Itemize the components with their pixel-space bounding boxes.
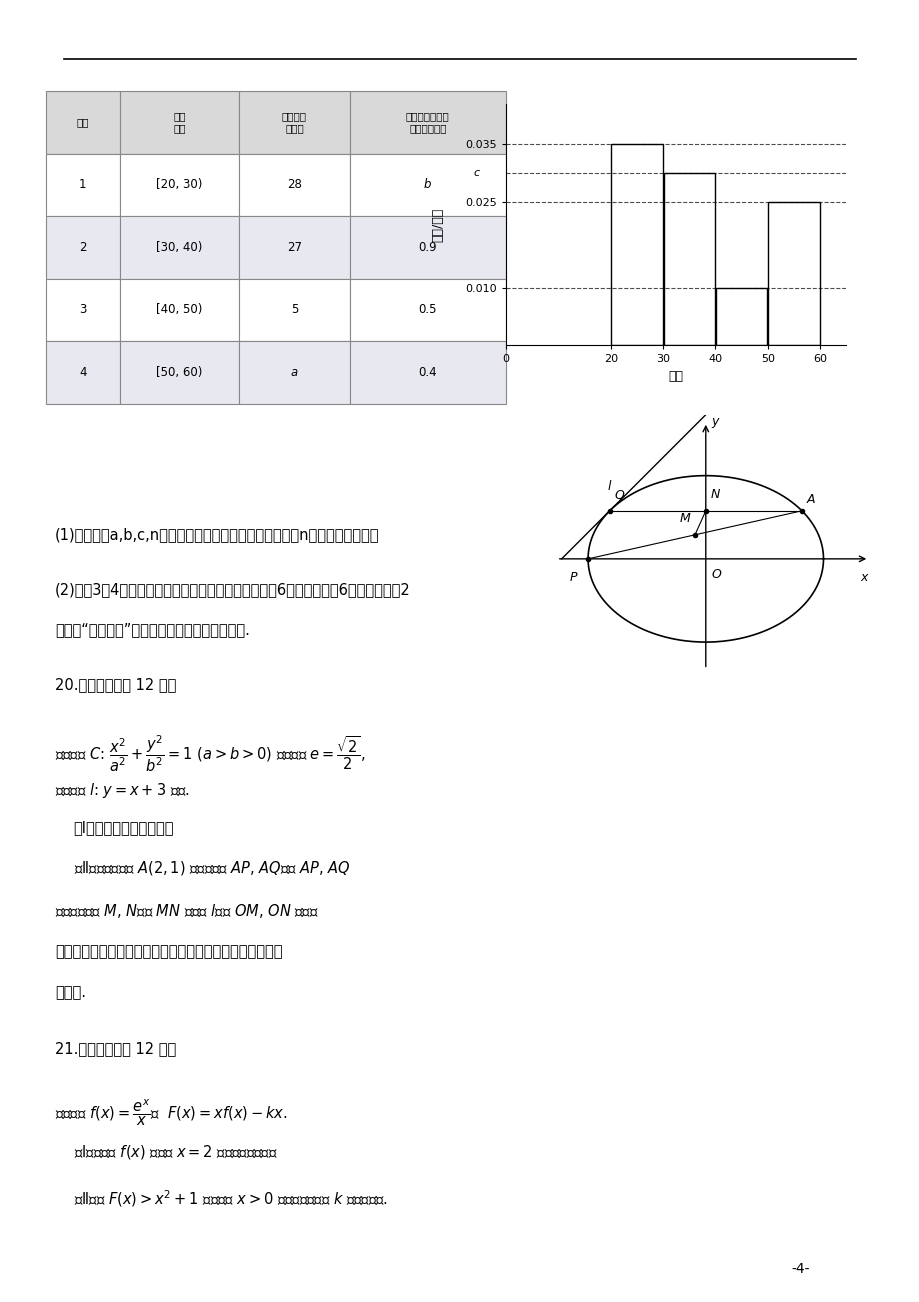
- Text: [30, 40): [30, 40): [156, 241, 202, 254]
- Bar: [610, 145, 662, 345]
- Bar: [239, 91, 349, 154]
- Bar: [663, 173, 714, 345]
- Bar: [349, 91, 505, 154]
- Text: (1)分别求出a,b,c,n的値；再根据频率分布直方图统计这n个人的平均年龄；: (1)分别求出a,b,c,n的値；再根据频率分布直方图统计这n个人的平均年龄；: [55, 527, 380, 543]
- Text: -4-: -4-: [790, 1263, 809, 1276]
- Bar: [46, 154, 119, 216]
- Text: 已知函数 $f(x)=\dfrac{e^x}{x}$，  $F(x)=xf(x)-kx$.: 已知函数 $f(x)=\dfrac{e^x}{x}$， $F(x)=xf(x)-…: [55, 1098, 288, 1128]
- Text: 且与直线 $l$: $y=x+3$ 相切.: 且与直线 $l$: $y=x+3$ 相切.: [55, 781, 190, 801]
- Bar: [349, 216, 505, 279]
- Text: 1: 1: [79, 178, 86, 191]
- Text: [40, 50): [40, 50): [156, 303, 202, 316]
- Bar: [239, 154, 349, 216]
- Bar: [46, 279, 119, 341]
- Text: 0.5: 0.5: [418, 303, 437, 316]
- Text: （Ⅰ）求椬圆的标准方程；: （Ⅰ）求椬圆的标准方程；: [74, 820, 174, 836]
- Text: 已知椭圆 $C$: $\dfrac{x^2}{a^2}+\dfrac{y^2}{b^2}=1$ $(a>b>0)$ 的离心率 $e=\dfrac{\sqrt{2: 已知椭圆 $C$: $\dfrac{x^2}{a^2}+\dfrac{y^2}{…: [55, 733, 366, 773]
- Text: 21.（本小题满分 12 分）: 21.（本小题满分 12 分）: [55, 1042, 176, 1057]
- Y-axis label: 频率/组距: 频率/组距: [431, 207, 444, 242]
- Text: 答对全卷的人数
占本组的概率: 答对全卷的人数 占本组的概率: [405, 111, 449, 134]
- Bar: [46, 216, 119, 279]
- Text: 3: 3: [79, 303, 86, 316]
- Text: b: b: [424, 178, 431, 191]
- Text: Q: Q: [614, 488, 624, 501]
- Bar: [239, 216, 349, 279]
- Text: （Ⅱ）过椭圆上点 $A(2,1)$ 作椭圆的弦 $AP$, $AQ$，若 $AP$, $AQ$: （Ⅱ）过椭圆上点 $A(2,1)$ 作椭圆的弦 $AP$, $AQ$，若 $AP…: [74, 859, 350, 878]
- Bar: [349, 154, 505, 216]
- Text: 和是否为定値？若是定値，请求出该定値；若不是定値请说: 和是否为定値？若是定値，请求出该定値；若不是定値请说: [55, 944, 282, 960]
- X-axis label: 年龄: 年龄: [668, 370, 683, 383]
- Text: l: l: [607, 480, 611, 493]
- Text: 0.9: 0.9: [418, 241, 437, 254]
- Text: 2: 2: [79, 241, 86, 254]
- Text: 明理由.: 明理由.: [55, 986, 86, 1001]
- Text: y: y: [710, 415, 718, 428]
- Bar: [119, 216, 239, 279]
- Text: M: M: [679, 512, 689, 525]
- Bar: [767, 202, 819, 345]
- Text: 4: 4: [79, 366, 86, 379]
- Text: P: P: [569, 570, 577, 583]
- Text: [20, 30): [20, 30): [156, 178, 202, 191]
- Bar: [349, 341, 505, 404]
- Text: [50, 60): [50, 60): [156, 366, 202, 379]
- Bar: [46, 341, 119, 404]
- Text: 28: 28: [287, 178, 301, 191]
- Bar: [239, 279, 349, 341]
- Text: 答对全卷
的人数: 答对全卷 的人数: [281, 111, 307, 134]
- Text: 人授予“环保之星”，问恰有一人在第三组的概率.: 人授予“环保之星”，问恰有一人在第三组的概率.: [55, 622, 250, 638]
- Text: （Ⅰ）求函数 $f(x)$ 图像在 $x=2$ 点处的切线方程；: （Ⅰ）求函数 $f(x)$ 图像在 $x=2$ 点处的切线方程；: [74, 1143, 277, 1161]
- Text: c: c: [473, 168, 480, 178]
- Bar: [46, 91, 119, 154]
- Text: 27: 27: [287, 241, 301, 254]
- Bar: [119, 154, 239, 216]
- Bar: [239, 341, 349, 404]
- Bar: [119, 279, 239, 341]
- Text: (2)从第3，4组答对全卷的人中用分层抽样的方法抽厂6人，在所抽匢6人中随机抽厖2: (2)从第3，4组答对全卷的人中用分层抽样的方法抽厂6人，在所抽匢6人中随机抽厖…: [55, 582, 411, 598]
- Text: 的中点分别为 $M$, $N$，若 $MN$ 平行于 $l$，则 $OM$, $ON$ 斜率之: 的中点分别为 $M$, $N$，若 $MN$ 平行于 $l$，则 $OM$, $…: [55, 902, 319, 921]
- Text: 年龄
分组: 年龄 分组: [173, 111, 186, 134]
- Bar: [349, 279, 505, 341]
- Text: （Ⅱ）若 $F(x)>x^2+1$ 对任意的 $x>0$ 恒成立，求实数 $k$ 的取值范围.: （Ⅱ）若 $F(x)>x^2+1$ 对任意的 $x>0$ 恒成立，求实数 $k$…: [74, 1189, 387, 1210]
- Bar: [119, 91, 239, 154]
- Text: a: a: [290, 366, 298, 379]
- Text: x: x: [860, 570, 868, 583]
- Text: 5: 5: [290, 303, 298, 316]
- Bar: [119, 341, 239, 404]
- Text: 组号: 组号: [76, 117, 89, 128]
- Text: O: O: [710, 569, 720, 582]
- Text: 20.（本小题满分 12 分）: 20.（本小题满分 12 分）: [55, 677, 176, 693]
- Text: A: A: [806, 493, 814, 506]
- Text: N: N: [709, 488, 720, 501]
- Bar: [715, 288, 766, 345]
- Text: 0.4: 0.4: [418, 366, 437, 379]
